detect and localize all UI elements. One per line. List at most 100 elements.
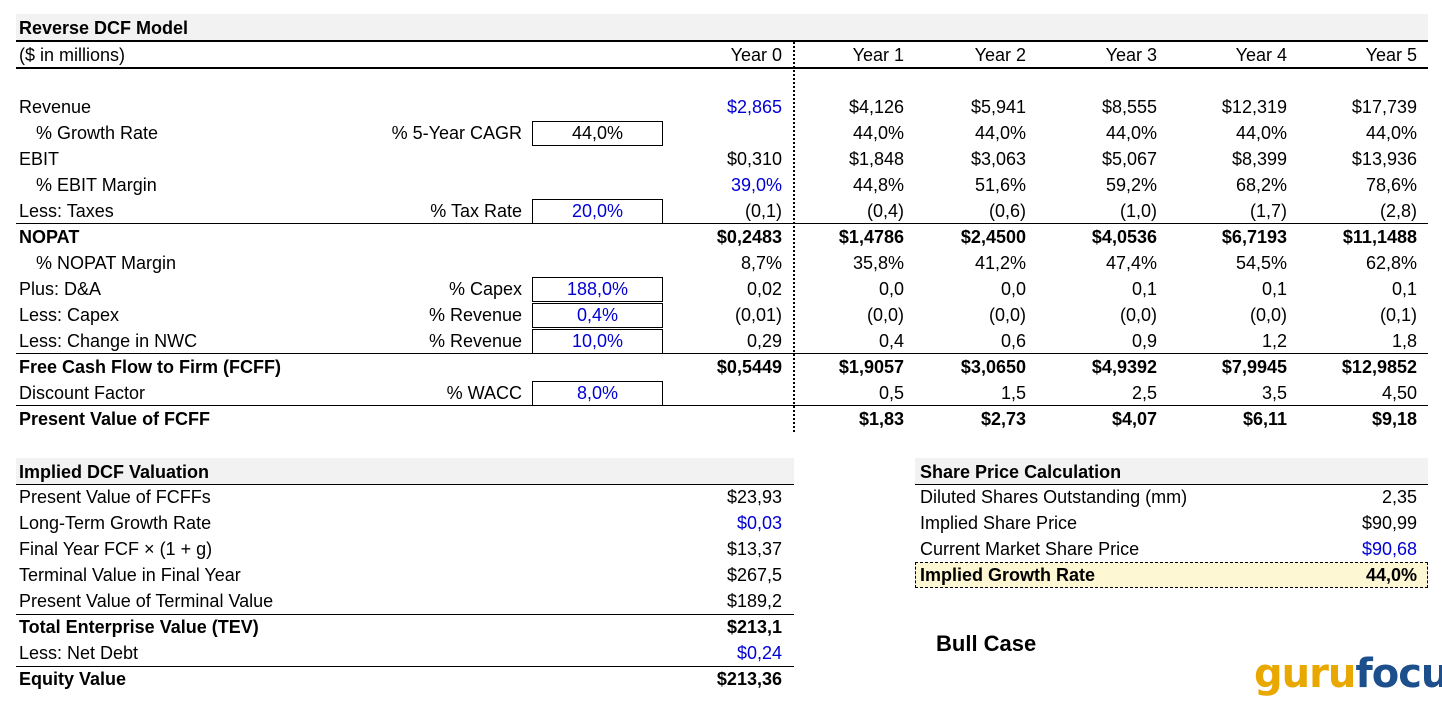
cell-value: $3,063 (970, 149, 1026, 169)
cell-value: 44,0% (974, 123, 1026, 143)
cell-value: $0,310 (726, 149, 782, 169)
year0-divider (793, 42, 795, 432)
valuation-label: Final Year FCF × (1 + g) (19, 539, 213, 559)
cell-value: $1,4786 (838, 227, 904, 247)
cell-value: $4,9392 (1091, 357, 1157, 377)
valuation-value: $23,93 (726, 487, 782, 507)
valuation-value: $0,03 (736, 513, 782, 533)
assumption-label: % WACC (446, 383, 522, 403)
share-value: $90,99 (1361, 513, 1417, 533)
cell-value: (0,0) (1249, 305, 1287, 325)
valuation-label: Less: Net Debt (19, 643, 139, 663)
cell-value: $11,1488 (1342, 227, 1417, 247)
cell-value: 1,5 (1000, 383, 1026, 403)
cell-value: (0,0) (1119, 305, 1157, 325)
row-label: % EBIT Margin (36, 175, 157, 195)
row-label: Revenue (19, 97, 92, 117)
cell-value: 0,9 (1131, 331, 1157, 351)
cell-value: $0,5449 (716, 357, 782, 377)
row-label: % NOPAT Margin (36, 253, 177, 273)
assumption-input[interactable]: 188,0% (532, 277, 663, 302)
taxes-underline (16, 223, 1428, 224)
cell-value: 44,0% (1105, 123, 1157, 143)
model-title-band (16, 14, 1428, 40)
cell-value: $7,9945 (1221, 357, 1287, 377)
assumption-input[interactable]: 20,0% (532, 199, 663, 224)
cell-value: 1,2 (1261, 331, 1287, 351)
assumption-input[interactable]: 0,4% (532, 303, 663, 328)
cell-value: $9,18 (1371, 409, 1417, 429)
units-label: ($ in millions) (19, 45, 126, 65)
cell-value: (1,7) (1249, 201, 1287, 221)
cell-value: 0,5 (878, 383, 904, 403)
valuation-value: $213,36 (716, 669, 782, 689)
cell-value: 0,4 (878, 331, 904, 351)
cell-value: $3,0650 (960, 357, 1026, 377)
valuation-label: Equity Value (19, 669, 127, 689)
cell-value: 2,5 (1131, 383, 1157, 403)
discount-underline (16, 405, 1428, 406)
assumption-input[interactable]: 10,0% (532, 329, 663, 354)
assumption-input[interactable]: 44,0% (532, 121, 663, 146)
cell-value: 44,8% (852, 175, 904, 195)
cell-value: $2,865 (726, 97, 782, 117)
cell-value: 0,0 (1000, 279, 1026, 299)
cell-value: 3,5 (1261, 383, 1287, 403)
valuation-title-band (16, 458, 794, 484)
cell-value: (1,0) (1119, 201, 1157, 221)
year-header: Year 2 (974, 45, 1026, 65)
row-label: Discount Factor (19, 383, 146, 403)
cell-value: 41,2% (974, 253, 1026, 273)
cell-value: 0,6 (1000, 331, 1026, 351)
cell-value: $8,555 (1101, 97, 1157, 117)
cell-value: $2,4500 (960, 227, 1026, 247)
cell-value: 0,02 (746, 279, 782, 299)
row-label: % Growth Rate (36, 123, 159, 143)
year-header: Year 5 (1365, 45, 1417, 65)
share-value: 2,35 (1381, 487, 1417, 507)
cell-value: $12,319 (1221, 97, 1287, 117)
cell-value: $4,126 (848, 97, 904, 117)
cell-value: $13,936 (1351, 149, 1417, 169)
cell-value: $8,399 (1231, 149, 1287, 169)
valuation-value: $0,24 (736, 643, 782, 663)
valuation-label: Long-Term Growth Rate (19, 513, 212, 533)
cell-value: $1,848 (848, 149, 904, 169)
cell-value: 39,0% (730, 175, 782, 195)
cell-value: $17,739 (1351, 97, 1417, 117)
year-header: Year 0 (730, 45, 782, 65)
row-label: Less: Change in NWC (19, 331, 198, 351)
cell-value: $12,9852 (1341, 357, 1417, 377)
assumption-input[interactable]: 8,0% (532, 381, 663, 406)
cell-value: 0,1 (1391, 279, 1417, 299)
cell-value: $2,73 (980, 409, 1026, 429)
cell-value: 47,4% (1105, 253, 1157, 273)
cell-value: $5,941 (970, 97, 1026, 117)
share-title-underline (915, 484, 1428, 485)
cell-value: 8,7% (740, 253, 782, 273)
valuation-value: $189,2 (726, 591, 782, 611)
model-title: Reverse DCF Model (19, 18, 189, 38)
cell-value: $1,83 (858, 409, 904, 429)
cell-value: (0,0) (866, 305, 904, 325)
years-underline (16, 67, 1428, 69)
valuation-value: $13,37 (726, 539, 782, 559)
row-label: Less: Capex (19, 305, 120, 325)
year-header: Year 3 (1105, 45, 1157, 65)
assumption-label: % Tax Rate (430, 201, 522, 221)
cell-value: 54,5% (1235, 253, 1287, 273)
cell-value: $6,7193 (1221, 227, 1287, 247)
valuation-label: Present Value of FCFFs (19, 487, 211, 507)
cell-value: $6,11 (1242, 409, 1287, 429)
nwc-underline (16, 353, 1428, 354)
cell-value: 1,8 (1391, 331, 1417, 351)
valuation-title-underline (16, 484, 794, 485)
row-label: NOPAT (19, 227, 80, 247)
cell-value: $0,2483 (716, 227, 782, 247)
cell-value: 44,0% (1365, 123, 1417, 143)
row-label: EBIT (19, 149, 60, 169)
cell-value: 68,2% (1235, 175, 1287, 195)
cell-value: 78,6% (1365, 175, 1417, 195)
cell-value: 35,8% (852, 253, 904, 273)
net-debt-underline (16, 666, 794, 667)
